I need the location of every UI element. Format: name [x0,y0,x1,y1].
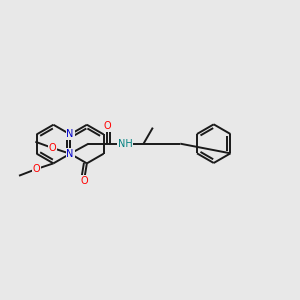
Text: O: O [32,164,40,174]
Text: N: N [66,129,74,140]
Text: N: N [66,149,74,159]
Text: NH: NH [118,139,133,149]
Text: O: O [80,176,88,186]
Text: O: O [49,143,56,153]
Text: O: O [103,121,111,131]
